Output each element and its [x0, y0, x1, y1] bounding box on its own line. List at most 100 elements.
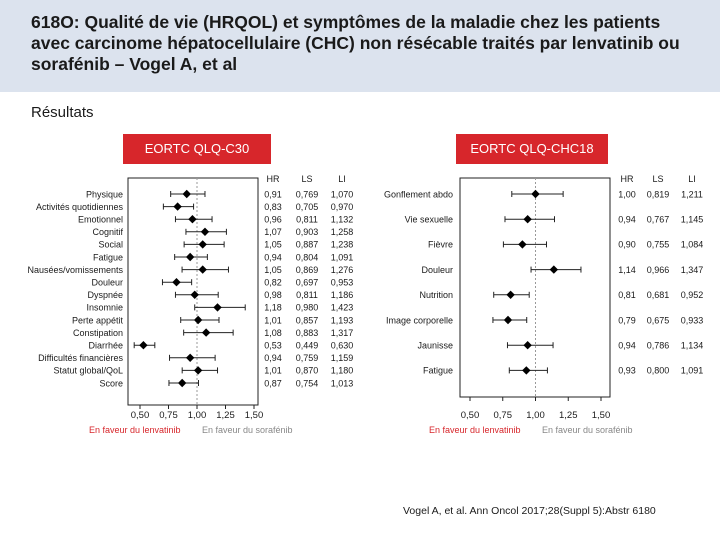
title-banner: 618O: Qualité de vie (HRQOL) et symptôme…	[0, 0, 720, 92]
c30-hr-marker	[213, 303, 222, 312]
chc18-row-label: Gonflement abdo	[384, 189, 453, 199]
c30-li-value: 1,193	[331, 315, 354, 325]
c30-li-value: 1,013	[331, 378, 354, 388]
c30-hr-marker	[200, 227, 210, 236]
c30-hr-value: 0,94	[264, 252, 282, 262]
chc18-li-value: 0,933	[681, 315, 704, 325]
chc18-hr-value: 0,79	[618, 315, 636, 325]
chc18-ls-value: 0,800	[647, 366, 670, 376]
c30-row-label: Douleur	[91, 278, 123, 288]
chc18-ls-value: 0,819	[647, 189, 670, 199]
chc18-li-value: 1,134	[681, 341, 704, 351]
chc18-row-label: Jaunisse	[417, 341, 453, 351]
chc18-ls-value: 0,675	[647, 315, 670, 325]
chc18-x-tick-label: 0,75	[494, 410, 513, 421]
c30-ls-value: 0,759	[296, 353, 319, 363]
c30-column-header: LS	[301, 174, 312, 184]
c30-hr-value: 1,01	[264, 366, 282, 376]
chc18-li-value: 0,952	[681, 290, 704, 300]
c30-favour-lenvatinib: En faveur du lenvatinib	[89, 425, 181, 435]
chc18-hr-marker	[531, 189, 540, 199]
c30-row-label: Activités quotidiennes	[36, 202, 124, 212]
c30-li-value: 1,180	[331, 366, 354, 376]
chc18-row-label: Douleur	[421, 265, 453, 275]
c30-hr-value: 1,01	[264, 315, 282, 325]
c30-hr-value: 0,82	[264, 278, 282, 288]
c30-hr-value: 1,18	[264, 303, 282, 313]
c30-hr-value: 1,08	[264, 328, 282, 338]
chc18-ls-value: 0,966	[647, 265, 670, 275]
chc18-hr-marker	[506, 290, 515, 299]
c30-ls-value: 0,870	[296, 366, 319, 376]
c30-row-label: Physique	[86, 189, 123, 199]
c30-hr-value: 0,94	[264, 353, 282, 363]
citation: Vogel A, et al. Ann Oncol 2017;28(Suppl …	[403, 505, 656, 517]
c30-row-label: Nausées/vomissements	[27, 265, 123, 275]
c30-ls-value: 0,769	[296, 189, 319, 199]
c30-hr-marker	[177, 378, 187, 388]
c30-x-tick-label: 1,50	[245, 410, 264, 421]
c30-hr-marker	[193, 366, 203, 375]
c30-hr-value: 1,05	[264, 240, 282, 250]
c30-hr-marker	[198, 265, 207, 274]
c30-x-tick-label: 0,50	[131, 410, 150, 421]
c30-row-label: Statut global/QoL	[53, 366, 123, 376]
c30-li-value: 0,970	[331, 202, 354, 212]
c30-ls-value: 0,887	[296, 240, 319, 250]
chc18-row-label: Vie sexuelle	[405, 215, 453, 225]
chc18-hr-marker	[518, 240, 527, 249]
chart-title-chc18: EORTC QLQ-CHC18	[456, 134, 608, 164]
c30-ls-value: 0,449	[296, 341, 319, 351]
chc18-hr-marker	[523, 341, 532, 350]
c30-ls-value: 0,857	[296, 315, 319, 325]
c30-column-header: LI	[338, 174, 346, 184]
chc18-hr-value: 1,14	[618, 265, 636, 275]
section-label: Résultats	[31, 104, 94, 121]
chc18-hr-marker	[549, 265, 559, 274]
c30-hr-value: 0,98	[264, 290, 282, 300]
c30-li-value: 1,276	[331, 265, 354, 275]
chc18-li-value: 1,145	[681, 215, 704, 225]
c30-hr-value: 1,07	[264, 227, 282, 237]
chc18-hr-marker	[522, 366, 531, 375]
c30-x-tick-label: 1,00	[188, 410, 207, 421]
c30-ls-value: 0,869	[296, 265, 319, 275]
c30-row-label: Dyspnée	[87, 290, 123, 300]
c30-x-tick-label: 1,25	[216, 410, 235, 421]
chart-title-c30: EORTC QLQ-C30	[123, 134, 271, 164]
page-title: 618O: Qualité de vie (HRQOL) et symptôme…	[31, 12, 680, 74]
c30-hr-marker	[190, 290, 199, 299]
c30-hr-value: 0,83	[264, 202, 282, 212]
chc18-li-value: 1,091	[681, 366, 704, 376]
c30-hr-marker	[185, 252, 195, 262]
chc18-hr-marker	[523, 215, 532, 224]
c30-hr-marker	[188, 215, 197, 224]
c30-hr-marker	[173, 202, 182, 211]
c30-ls-value: 0,697	[296, 278, 319, 288]
c30-hr-value: 0,91	[264, 189, 282, 199]
chc18-ls-value: 0,681	[647, 290, 670, 300]
c30-ls-value: 0,804	[296, 252, 319, 262]
chc18-hr-value: 0,90	[618, 240, 636, 250]
c30-x-tick-label: 0,75	[159, 410, 178, 421]
chc18-hr-value: 0,94	[618, 215, 636, 225]
chc18-favour-sorafenib: En faveur du sorafénib	[542, 425, 633, 435]
c30-hr-value: 1,05	[264, 265, 282, 275]
c30-li-value: 1,317	[331, 328, 354, 338]
c30-row-label: Cognitif	[92, 227, 123, 237]
c30-row-label: Difficultés financières	[38, 353, 123, 363]
chc18-hr-marker	[503, 315, 513, 325]
chc18-row-label: Fatigue	[423, 366, 453, 376]
c30-plot-frame	[127, 177, 259, 406]
chc18-column-header: LI	[688, 174, 696, 184]
c30-li-value: 1,258	[331, 227, 354, 237]
chc18-x-tick-label: 1,00	[526, 410, 545, 421]
c30-row-label: Fatigue	[93, 252, 123, 262]
c30-li-value: 1,423	[331, 303, 354, 313]
c30-favour-sorafenib: En faveur du sorafénib	[202, 425, 293, 435]
c30-row-label: Score	[99, 378, 123, 388]
c30-row-label: Perte appétit	[72, 315, 124, 325]
c30-hr-marker	[198, 240, 207, 249]
c30-hr-marker	[139, 341, 148, 350]
chc18-row-label: Fièvre	[428, 240, 453, 250]
